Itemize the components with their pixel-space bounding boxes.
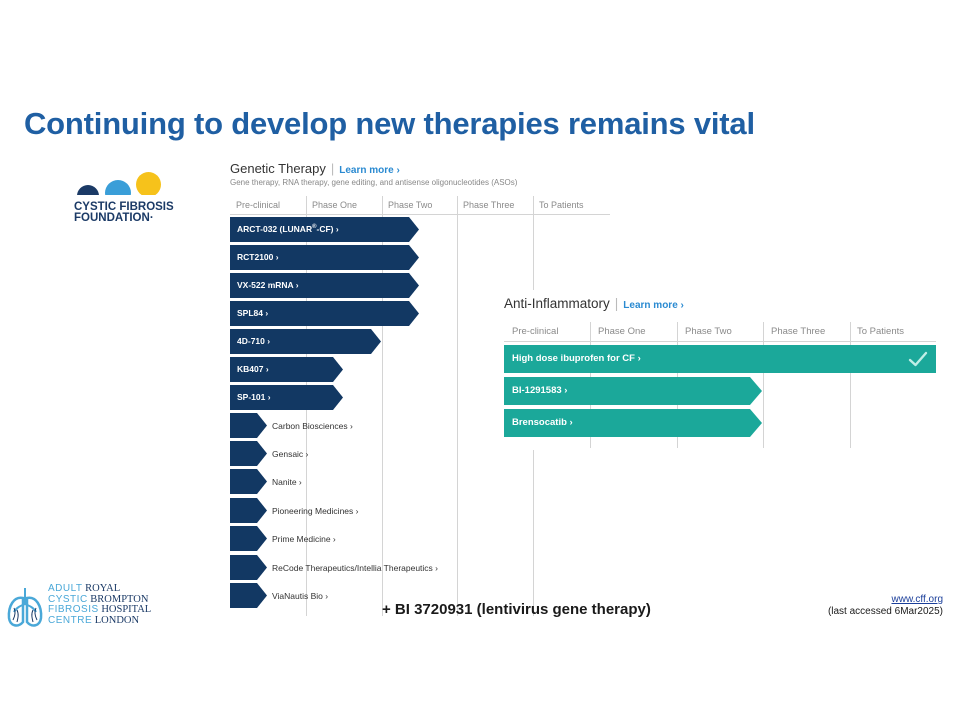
rb-right-line3: HOSPITAL xyxy=(101,604,152,616)
rb-right-line4: LONDON xyxy=(94,614,140,626)
anti-section-header: Anti-Inflammatory | Learn more › xyxy=(504,296,684,311)
program-bar-high-dose-ibuprofen[interactable]: High dose ibuprofen for CF › xyxy=(504,345,936,373)
logo-circle-yellow xyxy=(136,172,161,197)
rb-left-line2: CYSTIC xyxy=(48,593,88,605)
genetic-grid-line xyxy=(382,196,383,616)
company-marker xyxy=(230,441,267,466)
anti-header-rule xyxy=(504,341,936,342)
anti-phase-patients: To Patients xyxy=(857,326,904,337)
genetic-phase-preclinical: Pre-clinical xyxy=(236,200,281,210)
program-bar-vx-522[interactable]: VX-522 mRNA › xyxy=(230,273,419,298)
rb-left-line4: CENTRE xyxy=(48,614,93,626)
anti-grid-line xyxy=(763,322,764,448)
rb-left-line3: FIBROSIS xyxy=(48,604,99,616)
genetic-subtitle: Gene therapy, RNA therapy, gene editing,… xyxy=(230,178,518,187)
slide-title: Continuing to develop new therapies rema… xyxy=(24,106,755,141)
genetic-grid-line xyxy=(457,196,458,616)
rb-right-line1: ROYAL xyxy=(85,583,121,594)
company-recode-intellia[interactable]: ReCode Therapeutics/Intellia Therapeutic… xyxy=(272,563,438,573)
rb-left-line1: ADULT xyxy=(48,583,83,594)
anti-title: Anti-Inflammatory xyxy=(504,296,610,311)
genetic-phase-two: Phase Two xyxy=(388,200,433,210)
genetic-header-rule xyxy=(230,214,610,215)
citation-date: (last accessed 6Mar2025) xyxy=(827,606,943,617)
program-bar-bi-1291583[interactable]: BI-1291583 › xyxy=(504,377,762,405)
anti-phase-one: Phase One xyxy=(598,326,646,337)
anti-grid-line xyxy=(850,322,851,448)
genetic-section-header: Genetic Therapy | Learn more › xyxy=(230,161,400,176)
anti-phase-three: Phase Three xyxy=(771,326,826,337)
company-marker xyxy=(230,413,267,438)
company-pioneering-medicines[interactable]: Pioneering Medicines › xyxy=(272,506,359,516)
anti-learn-more-link[interactable]: Learn more › xyxy=(623,300,684,311)
program-bar-kb407[interactable]: KB407 › xyxy=(230,357,343,382)
program-bar-arct-032[interactable]: ARCT-032 (LUNAR®-CF) › xyxy=(230,217,419,242)
program-bar-rct2100[interactable]: RCT2100 › xyxy=(230,245,419,270)
genetic-phase-one: Phase One xyxy=(312,200,358,210)
program-bar-brensocatib[interactable]: Brensocatib › xyxy=(504,409,762,437)
company-marker xyxy=(230,526,267,551)
company-nanite[interactable]: Nanite › xyxy=(272,477,302,487)
cff-logo-line1: CYSTIC FIBROSIS xyxy=(74,201,174,213)
genetic-phase-three: Phase Three xyxy=(463,200,515,210)
company-marker xyxy=(230,555,267,580)
company-gensaic[interactable]: Gensaic › xyxy=(272,449,309,459)
company-marker xyxy=(230,469,267,494)
program-bar-sp-101[interactable]: SP-101 › xyxy=(230,385,343,410)
rbh-adult-cf-centre-logo: ADULT ROYAL CYSTIC BROMPTON FIBROSIS HOS… xyxy=(6,582,166,632)
lungs-icon xyxy=(7,588,43,627)
anti-phase-two: Phase Two xyxy=(685,326,732,337)
genetic-title: Genetic Therapy xyxy=(230,161,326,176)
company-vianautis-bio[interactable]: ViaNautis Bio › xyxy=(272,591,329,601)
cff-logo-mark: · xyxy=(149,212,154,224)
checkmark-icon xyxy=(908,351,928,367)
genetic-learn-more-link[interactable]: Learn more › xyxy=(339,165,400,176)
rb-right-line2: BROMPTON xyxy=(90,593,149,605)
program-bar-spl84[interactable]: SPL84 › xyxy=(230,301,419,326)
program-bar-4d-710[interactable]: 4D-710 › xyxy=(230,329,381,354)
company-marker xyxy=(230,498,267,523)
footnote-bi-3720931: + BI 3720931 (lentivirus gene therapy) xyxy=(382,601,651,618)
citation-link[interactable]: www.cff.org xyxy=(891,594,944,605)
anti-phase-preclinical: Pre-clinical xyxy=(512,326,559,337)
cff-logo: CYSTIC FIBROSIS FOUNDATION· xyxy=(72,170,192,230)
cff-logo-line2: FOUNDATION xyxy=(74,212,150,224)
company-carbon-biosciences[interactable]: Carbon Biosciences › xyxy=(272,421,353,431)
genetic-phase-patients: To Patients xyxy=(539,200,584,210)
company-marker xyxy=(230,583,267,608)
company-prime-medicine[interactable]: Prime Medicine › xyxy=(272,534,336,544)
